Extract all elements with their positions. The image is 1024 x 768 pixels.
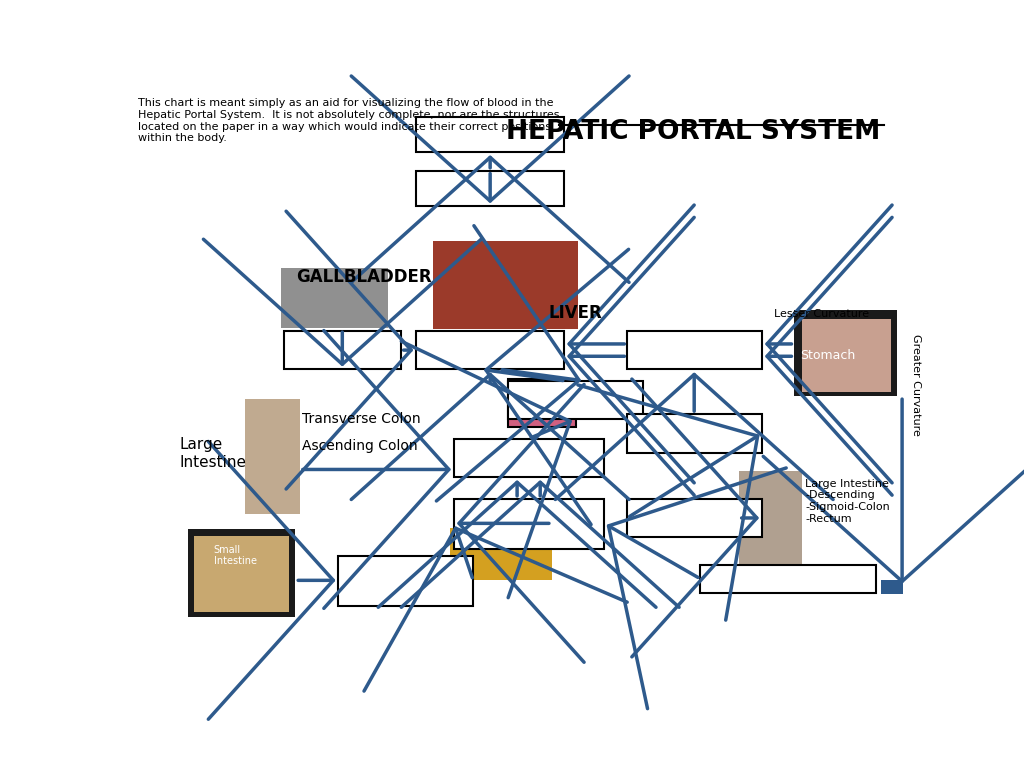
- FancyBboxPatch shape: [628, 414, 762, 452]
- FancyBboxPatch shape: [508, 379, 575, 427]
- FancyBboxPatch shape: [454, 498, 604, 549]
- Text: HEPATIC PORTAL SYSTEM: HEPATIC PORTAL SYSTEM: [506, 119, 880, 145]
- FancyBboxPatch shape: [700, 565, 876, 593]
- FancyBboxPatch shape: [245, 399, 300, 514]
- FancyBboxPatch shape: [795, 310, 897, 396]
- Text: GALLBLADDER: GALLBLADDER: [296, 268, 432, 286]
- FancyBboxPatch shape: [451, 528, 552, 581]
- Text: Small
Intestine: Small Intestine: [214, 545, 257, 567]
- FancyBboxPatch shape: [739, 471, 802, 565]
- FancyBboxPatch shape: [416, 117, 564, 152]
- Text: LIVER: LIVER: [549, 303, 602, 322]
- Text: Stomach: Stomach: [800, 349, 855, 362]
- FancyBboxPatch shape: [187, 528, 295, 617]
- FancyBboxPatch shape: [508, 381, 643, 419]
- FancyBboxPatch shape: [882, 581, 903, 594]
- Text: Ascending Colon: Ascending Colon: [301, 439, 417, 452]
- FancyBboxPatch shape: [454, 439, 604, 477]
- FancyBboxPatch shape: [282, 268, 388, 328]
- FancyBboxPatch shape: [416, 170, 564, 206]
- Text: This chart is meant simply as an aid for visualizing the flow of blood in the
He: This chart is meant simply as an aid for…: [138, 98, 560, 143]
- FancyBboxPatch shape: [802, 319, 891, 392]
- Text: Large
Intestine: Large Intestine: [179, 437, 246, 469]
- Text: Lesser Curvature: Lesser Curvature: [774, 310, 869, 319]
- Text: Greater Curvature: Greater Curvature: [911, 334, 921, 435]
- FancyBboxPatch shape: [416, 331, 564, 369]
- Text: Transverse Colon: Transverse Colon: [301, 412, 420, 425]
- Text: Large Intestine
-Descending
-Sigmoid-Colon
-Rectum: Large Intestine -Descending -Sigmoid-Col…: [805, 478, 890, 524]
- FancyBboxPatch shape: [339, 556, 473, 606]
- FancyBboxPatch shape: [194, 537, 289, 612]
- FancyBboxPatch shape: [284, 331, 400, 369]
- FancyBboxPatch shape: [628, 331, 762, 369]
- FancyBboxPatch shape: [628, 498, 762, 538]
- FancyBboxPatch shape: [433, 241, 578, 329]
